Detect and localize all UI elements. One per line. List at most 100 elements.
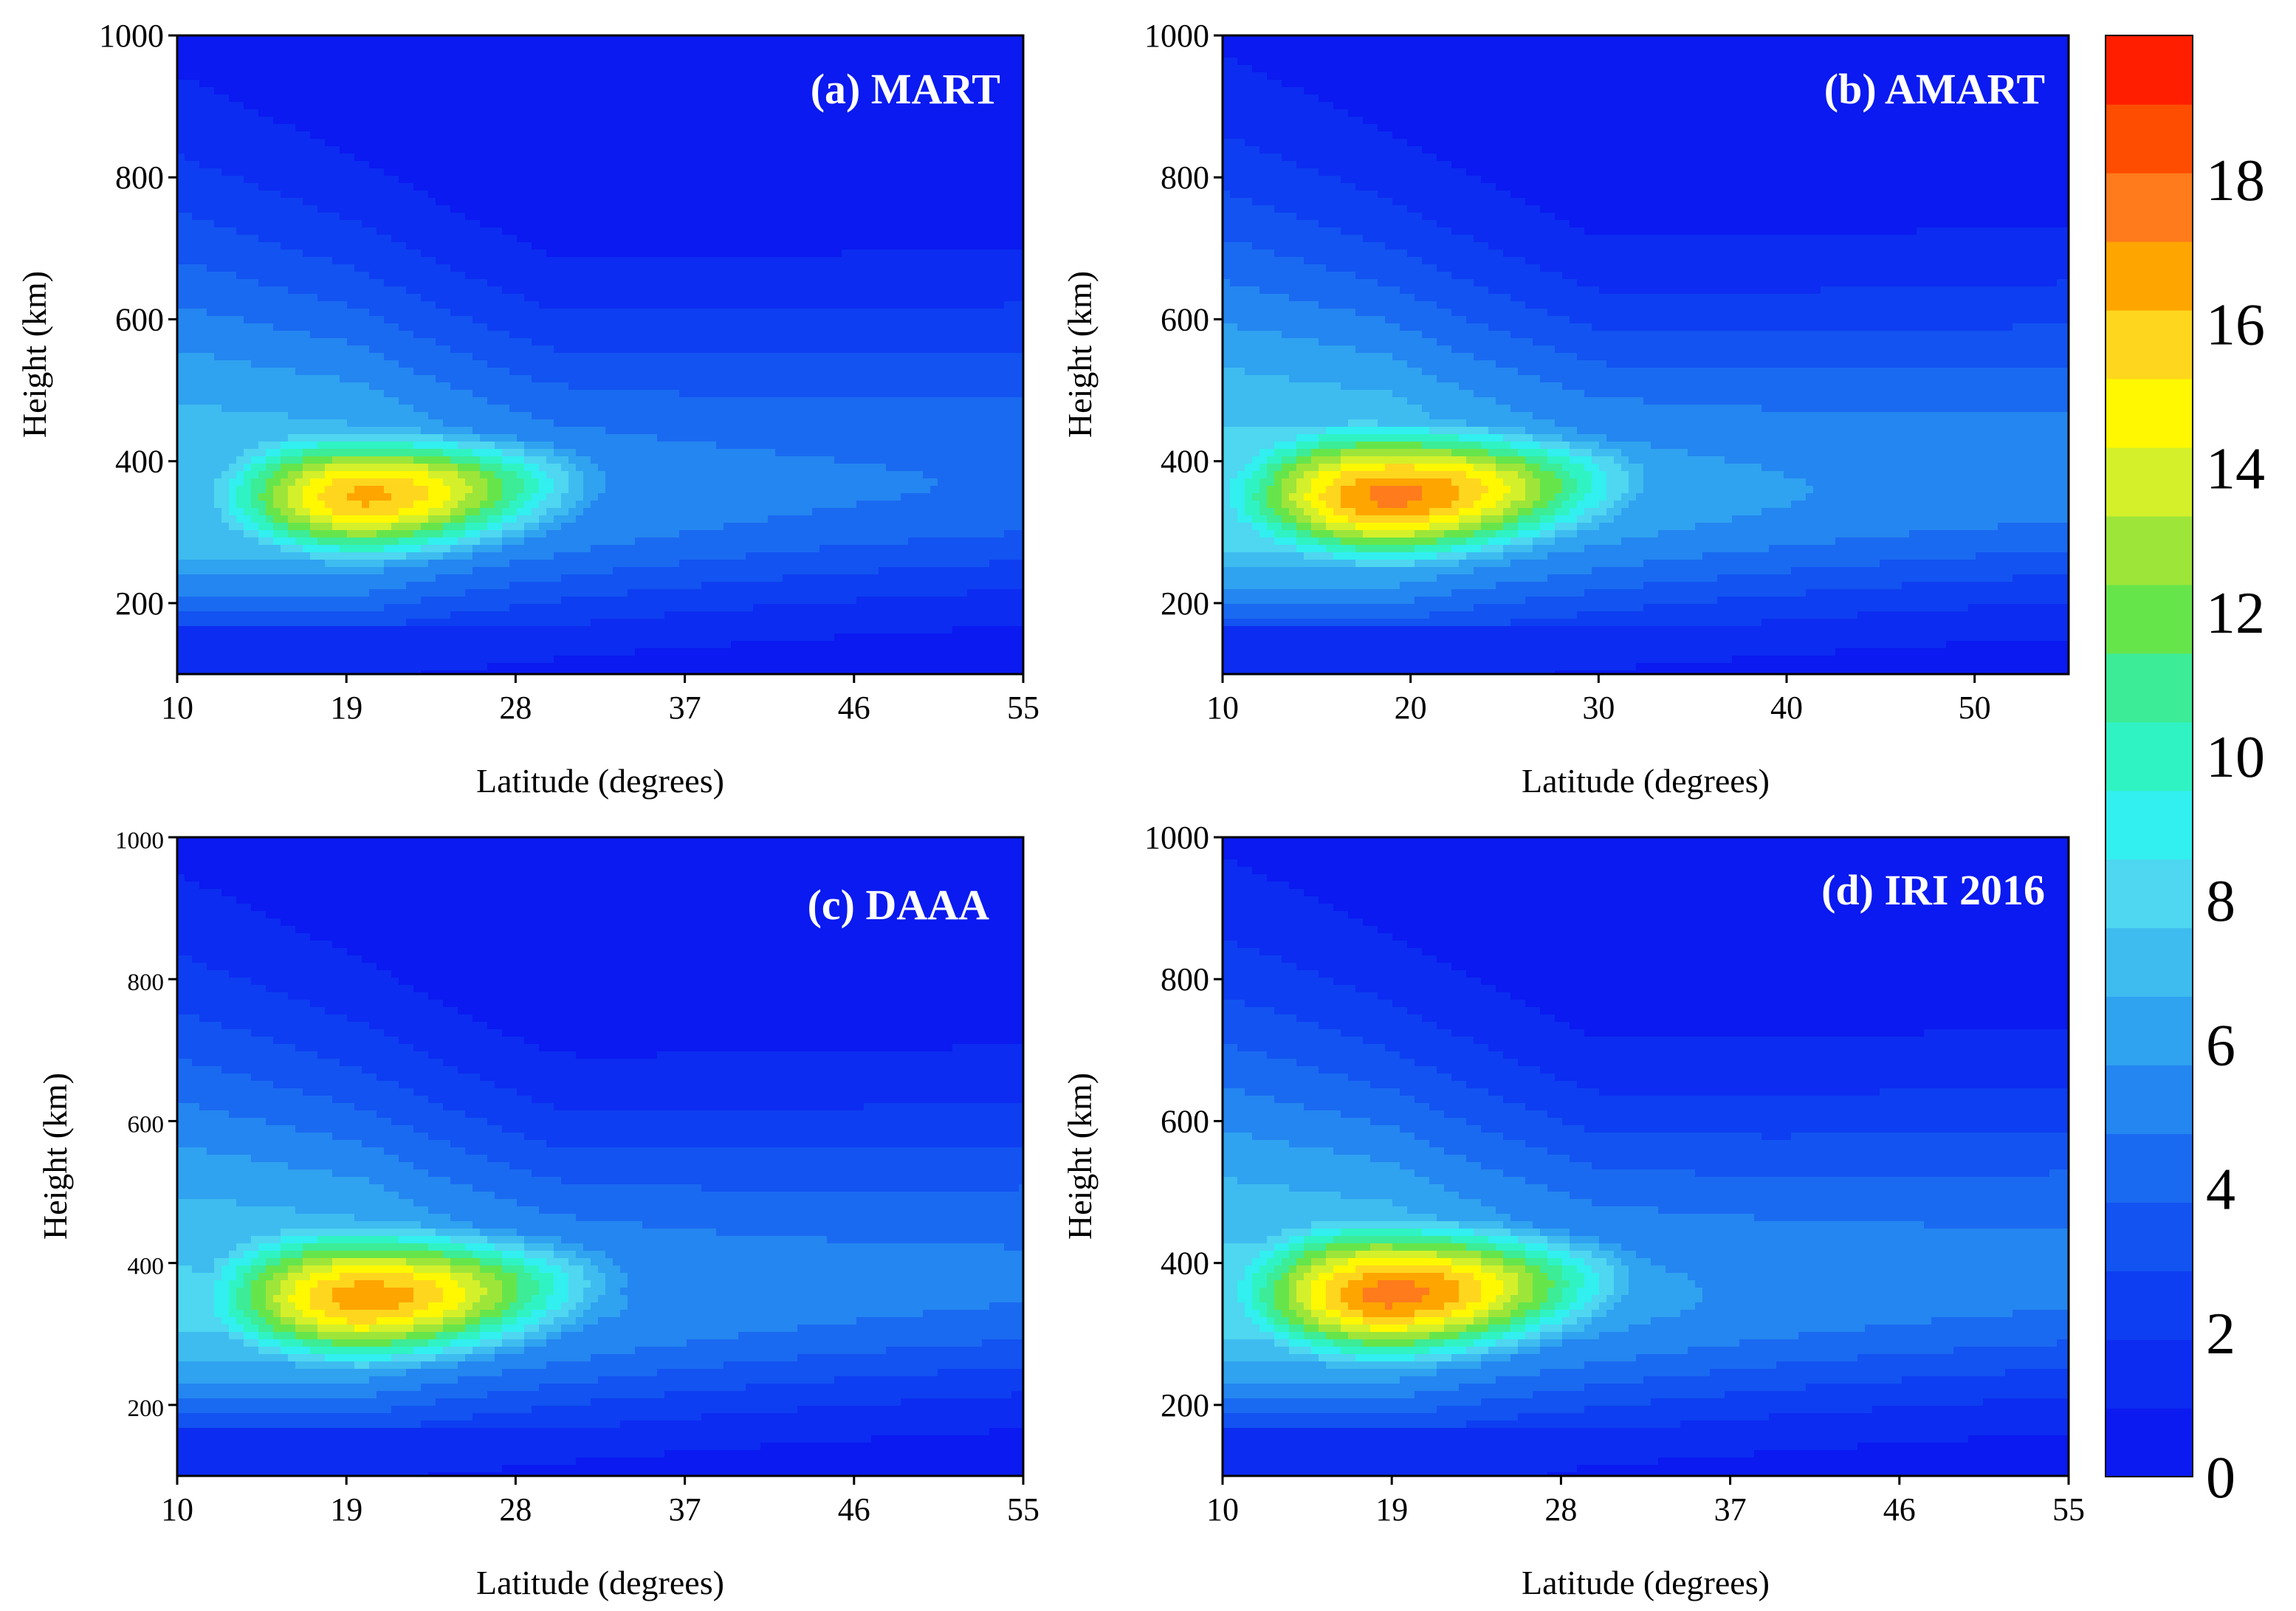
contour-cell bbox=[340, 331, 348, 339]
contour-cell bbox=[266, 183, 274, 191]
contour-cell bbox=[413, 235, 422, 243]
contour-cell bbox=[281, 353, 289, 361]
contour-cell bbox=[502, 279, 510, 287]
contour-cell bbox=[532, 626, 540, 634]
contour-cell bbox=[229, 323, 237, 332]
contour-cell bbox=[406, 205, 414, 213]
contour-cell bbox=[554, 117, 562, 125]
contour-cell bbox=[377, 545, 385, 553]
contour-cell bbox=[421, 154, 429, 162]
contour-cell bbox=[295, 471, 303, 479]
contour-cell bbox=[561, 501, 569, 509]
contour-cell bbox=[480, 102, 488, 110]
contour-cell bbox=[332, 279, 340, 287]
contour-cell bbox=[354, 545, 362, 553]
contour-cell bbox=[185, 176, 193, 184]
contour-cell bbox=[583, 80, 591, 88]
contour-cell bbox=[568, 449, 577, 457]
contour-cell bbox=[251, 641, 259, 649]
contour-cell bbox=[258, 43, 267, 51]
contour-cell bbox=[251, 360, 259, 368]
contour-cell bbox=[177, 619, 185, 627]
contour-cell bbox=[377, 589, 385, 597]
contour-cell bbox=[325, 95, 333, 103]
contour-cell bbox=[591, 323, 599, 332]
contour-cell bbox=[251, 294, 259, 302]
contour-cell bbox=[244, 309, 252, 317]
contour-cell bbox=[185, 663, 193, 671]
contour-cell bbox=[199, 412, 207, 420]
contour-cell bbox=[583, 154, 591, 162]
contour-cell bbox=[539, 117, 547, 125]
contour-cell bbox=[554, 35, 562, 44]
contour-cell bbox=[347, 375, 355, 383]
contour-cell bbox=[517, 309, 525, 317]
contour-cell bbox=[406, 353, 414, 361]
contour-cell bbox=[369, 626, 377, 634]
contour-cell bbox=[354, 279, 362, 287]
contour-cell bbox=[362, 589, 370, 597]
contour-cell bbox=[458, 220, 466, 228]
contour-cell bbox=[325, 515, 333, 523]
contour-cell bbox=[472, 235, 481, 243]
contour-cell bbox=[443, 257, 451, 265]
contour-cell bbox=[583, 523, 591, 531]
contour-cell bbox=[428, 139, 436, 147]
contour-cell bbox=[443, 582, 451, 590]
contour-cell bbox=[406, 102, 414, 110]
contour-cell bbox=[546, 656, 554, 664]
contour-cell bbox=[266, 353, 274, 361]
contour-cell bbox=[185, 139, 193, 147]
contour-cell bbox=[244, 442, 252, 450]
contour-cell bbox=[399, 537, 407, 546]
contour-cell bbox=[532, 663, 540, 671]
contour-cell bbox=[472, 205, 481, 213]
contour-cell bbox=[502, 220, 510, 228]
contour-cell bbox=[192, 434, 200, 442]
contour-cell bbox=[458, 43, 466, 51]
contour-cell bbox=[362, 102, 370, 110]
contour-cell bbox=[413, 545, 422, 553]
contour-cell bbox=[347, 124, 355, 132]
contour-cell bbox=[177, 567, 185, 575]
contour-cell bbox=[369, 316, 377, 324]
contour-cell bbox=[524, 597, 532, 605]
contour-cell bbox=[554, 87, 562, 95]
contour-cell bbox=[428, 338, 436, 346]
contour-cell bbox=[266, 626, 274, 634]
contour-cell bbox=[576, 286, 584, 295]
contour-cell bbox=[207, 560, 215, 568]
contour-cell bbox=[554, 80, 562, 88]
contour-cell bbox=[369, 589, 377, 597]
contour-cell bbox=[384, 235, 392, 243]
contour-cell bbox=[207, 419, 215, 427]
contour-cell bbox=[251, 412, 259, 420]
contour-cell bbox=[192, 58, 200, 66]
contour-cell bbox=[303, 220, 311, 228]
contour-cell bbox=[354, 242, 362, 250]
contour-cell bbox=[568, 360, 577, 368]
contour-cell bbox=[214, 117, 222, 125]
contour-cell bbox=[428, 309, 436, 317]
contour-cell bbox=[214, 648, 222, 656]
contour-cell bbox=[458, 95, 466, 103]
contour-cell bbox=[362, 523, 370, 531]
contour-cell bbox=[480, 442, 488, 450]
contour-cell bbox=[288, 65, 296, 73]
contour-cell bbox=[384, 190, 392, 199]
contour-cell bbox=[258, 131, 267, 140]
contour-cell bbox=[362, 478, 370, 487]
contour-cell bbox=[244, 619, 252, 627]
contour-cell bbox=[258, 279, 267, 287]
contour-cell bbox=[524, 375, 532, 383]
contour-cell bbox=[465, 146, 473, 154]
contour-cell bbox=[273, 382, 281, 391]
contour-cell bbox=[465, 397, 473, 405]
contour-cell bbox=[450, 471, 458, 479]
contour-cell bbox=[539, 412, 547, 420]
contour-cell bbox=[185, 456, 193, 464]
contour-cell bbox=[384, 397, 392, 405]
contour-cell bbox=[436, 641, 444, 649]
contour-cell bbox=[568, 227, 577, 236]
contour-cell bbox=[421, 611, 429, 619]
